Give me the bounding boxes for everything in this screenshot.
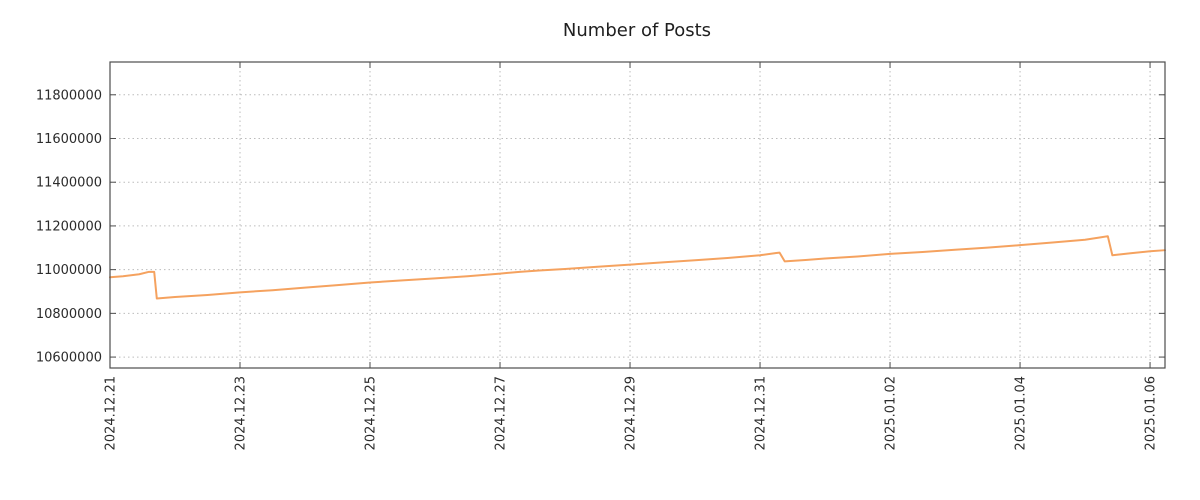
y-tick-label: 10600000 xyxy=(36,351,102,366)
x-tick-label-group: 2024.12.31 xyxy=(754,376,769,450)
chart-title: Number of Posts xyxy=(563,20,711,41)
x-tick-label: 2024.12.27 xyxy=(494,376,509,450)
x-tick-label-group: 2024.12.27 xyxy=(494,376,509,450)
x-tick-label: 2024.12.21 xyxy=(104,376,119,450)
series-layer xyxy=(109,235,1166,300)
axis-layer xyxy=(109,61,1166,369)
x-tick-label-group: 2024.12.25 xyxy=(364,376,379,450)
x-tick-label-group: 2024.12.21 xyxy=(104,376,119,450)
y-tick-label: 11400000 xyxy=(36,176,102,191)
x-tick-label: 2024.12.25 xyxy=(364,376,379,450)
y-tick-label: 11000000 xyxy=(36,263,102,278)
plot-border xyxy=(109,61,1166,369)
x-tick-label: 2025.01.02 xyxy=(884,376,899,450)
grid-layer xyxy=(109,62,1165,368)
series-line-number-of-posts xyxy=(109,235,1166,300)
y-tick-label: 11800000 xyxy=(36,88,102,103)
x-tick-label-group: 2024.12.29 xyxy=(624,376,639,450)
x-tick-label-group: 2024.12.23 xyxy=(234,376,249,450)
x-tick-label: 2024.12.23 xyxy=(234,376,249,450)
y-tick-label: 10800000 xyxy=(36,307,102,322)
x-tick-label: 2024.12.31 xyxy=(754,376,769,450)
x-tick-label: 2025.01.04 xyxy=(1014,376,1029,450)
y-tick-label: 11600000 xyxy=(36,132,102,147)
label-layer: 10600000 10800000 11000000 11200000 11400000… xyxy=(36,88,1159,450)
y-tick-label: 11200000 xyxy=(36,219,102,234)
x-tick-label-group: 2025.01.02 xyxy=(884,376,899,450)
x-tick-label-group: 2025.01.04 xyxy=(1014,376,1029,450)
x-tick-label-group: 2025.01.06 xyxy=(1144,376,1159,450)
x-tick-label: 2025.01.06 xyxy=(1144,376,1159,450)
x-tick-label: 2024.12.29 xyxy=(624,376,639,450)
